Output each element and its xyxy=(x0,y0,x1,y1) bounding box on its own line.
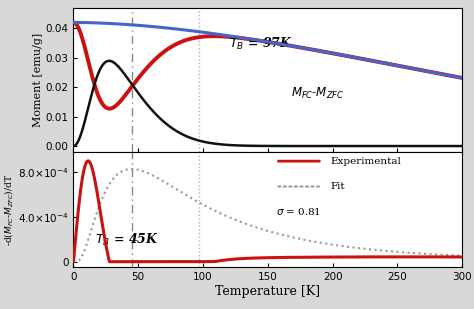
Text: $T_B$ = 45K: $T_B$ = 45K xyxy=(95,232,159,248)
Y-axis label: Moment [emu/g]: Moment [emu/g] xyxy=(33,33,43,127)
Text: $\sigma$ = 0.81: $\sigma$ = 0.81 xyxy=(275,206,321,217)
Y-axis label: -d($M_{FC}$-$M_{ZFC}$)/dT: -d($M_{FC}$-$M_{ZFC}$)/dT xyxy=(2,174,15,246)
Text: $M_{FC}$-$M_{ZFC}$: $M_{FC}$-$M_{ZFC}$ xyxy=(291,86,344,101)
Text: Experimental: Experimental xyxy=(330,157,401,166)
Text: $T_B$ = 97K: $T_B$ = 97K xyxy=(229,36,293,52)
Text: Fit: Fit xyxy=(330,182,345,191)
X-axis label: Temperature [K]: Temperature [K] xyxy=(215,285,320,298)
